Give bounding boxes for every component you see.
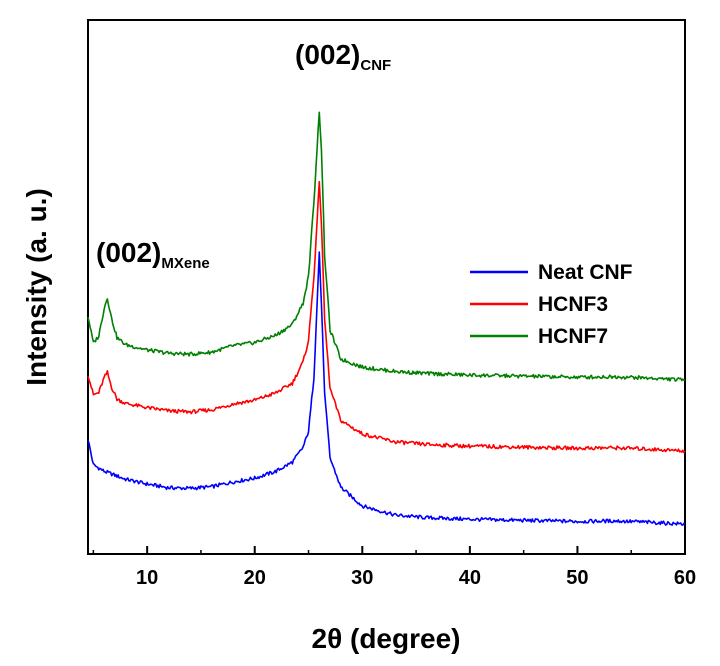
series-line xyxy=(87,251,686,526)
x-tick-label: 60 xyxy=(674,567,696,589)
peak-annotation: (002)CNF xyxy=(295,39,391,74)
x-tick-label: 10 xyxy=(136,567,158,589)
legend-label: Neat CNF xyxy=(538,261,633,284)
series-line xyxy=(87,180,686,454)
x-ticks: 10 20 30 40 50 60 xyxy=(92,546,696,589)
series-line xyxy=(87,111,686,382)
legend-label: HCNF7 xyxy=(538,325,608,348)
x-tick-label: 40 xyxy=(459,567,481,589)
x-tick-label: 30 xyxy=(351,567,373,589)
x-tick-label: 50 xyxy=(566,567,588,589)
series-layer xyxy=(87,111,686,526)
peak-annotation: (002)MXene xyxy=(96,237,210,272)
legend-label: HCNF3 xyxy=(538,293,608,316)
x-tick-label: 20 xyxy=(244,567,266,589)
plot-area xyxy=(87,19,686,555)
annotations: (002)CNF (002)MXene xyxy=(96,39,391,272)
x-axis-title: 2θ (degree) xyxy=(312,623,461,654)
legend: Neat CNF HCNF3 HCNF7 xyxy=(470,261,633,348)
y-axis-title: Intensity (a. u.) xyxy=(21,188,52,386)
